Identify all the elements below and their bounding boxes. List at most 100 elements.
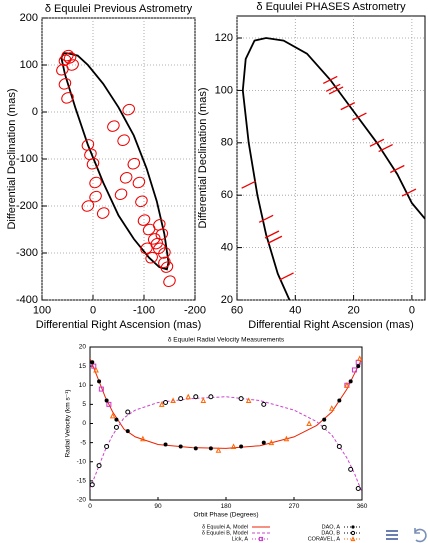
- data-point: [170, 397, 176, 404]
- data-point: [93, 366, 99, 373]
- data-point: [350, 536, 356, 542]
- observation: [153, 219, 166, 231]
- data-point: [158, 401, 165, 407]
- y-tick-label: 20: [79, 344, 87, 351]
- legend-label: δ Equulei A, Model: [202, 524, 248, 530]
- y-axis-label: Radial Velocity (km s⁻¹): [65, 389, 72, 457]
- observation: [328, 86, 344, 95]
- y-axis-label: Differential Declination (mas): [197, 87, 209, 228]
- observation: [63, 52, 77, 64]
- x-tick-label: 20: [347, 304, 359, 316]
- observation: [122, 103, 135, 116]
- x-tick-label: 360: [357, 503, 368, 510]
- observation: [119, 172, 133, 184]
- chart-title: δ Equulei Previous Astrometry: [45, 3, 193, 15]
- observation: [158, 256, 171, 269]
- x-tick-label: -100: [133, 304, 155, 316]
- y-tick-label: -300: [16, 247, 38, 259]
- plot-frame: [89, 346, 363, 501]
- y-tick-label: 0: [32, 106, 38, 118]
- data-point: [178, 396, 184, 402]
- x-axis-label: Differential Right Ascension (mas): [248, 319, 413, 331]
- data-point: [238, 396, 244, 402]
- observation: [258, 214, 274, 223]
- data-point: [245, 397, 252, 404]
- legend-label: DAO, A: [322, 524, 341, 530]
- undo-icon[interactable]: [414, 528, 427, 543]
- observation: [96, 207, 110, 219]
- y-tick-label: 60: [221, 189, 233, 201]
- data-point: [328, 405, 335, 411]
- data-point: [356, 364, 361, 369]
- x-axis-label: Differential Right Ascension (mas): [36, 319, 201, 331]
- y-tick-label: 20: [221, 294, 233, 306]
- menu-icon[interactable]: [386, 530, 398, 540]
- data-point: [178, 444, 183, 449]
- data-point: [344, 382, 350, 388]
- x-tick-label: -200: [184, 304, 206, 316]
- observation: [66, 59, 79, 71]
- observation: [56, 63, 69, 76]
- data-point: [185, 393, 192, 400]
- observation: [140, 242, 153, 255]
- observation: [150, 237, 164, 250]
- observation: [340, 102, 356, 111]
- y-tick-label: 100: [215, 84, 233, 96]
- data-point: [113, 424, 119, 430]
- data-point: [336, 443, 342, 449]
- observation: [401, 188, 417, 197]
- observation: [369, 138, 385, 147]
- y-tick-label: 10: [79, 382, 87, 389]
- y-tick-label: 80: [221, 137, 233, 149]
- observation: [89, 176, 102, 189]
- x-tick-label: 100: [33, 304, 51, 316]
- data-point: [258, 536, 264, 542]
- x-tick-label: 40: [289, 304, 301, 316]
- data-point: [261, 401, 267, 407]
- plot-area: [90, 355, 362, 493]
- data-point: [283, 435, 290, 442]
- chart-title: δ Equulei Radial Velocity Measurements: [168, 337, 285, 344]
- orbit-curve: [60, 52, 170, 271]
- y-tick-label: 40: [221, 242, 233, 254]
- data-point: [348, 466, 354, 472]
- x-tick-label: 270: [289, 503, 300, 510]
- panel: δ Equulei Previous Astrometry 100 0 -100 -20…: [6, 3, 206, 331]
- data-point: [163, 442, 168, 447]
- observation: [61, 92, 74, 104]
- observation: [147, 233, 161, 245]
- data-point: [208, 446, 213, 451]
- data-point: [91, 363, 97, 369]
- observation: [267, 235, 283, 244]
- y-tick-label: -10: [77, 458, 87, 465]
- data-point: [208, 394, 214, 400]
- data-point: [90, 482, 95, 488]
- observation: [86, 157, 100, 170]
- y-tick-label: -5: [80, 439, 86, 446]
- data-point: [96, 463, 102, 469]
- observation: [89, 190, 102, 203]
- data-point: [261, 440, 266, 445]
- data-point: [321, 424, 327, 430]
- data-point: [348, 379, 353, 384]
- x-tick-label: 0: [88, 503, 92, 510]
- observation: [160, 261, 174, 273]
- observation: [117, 134, 130, 146]
- data-point: [104, 443, 110, 449]
- observation: [279, 272, 294, 281]
- y-axis-label: Differential Declination (mas): [6, 88, 18, 229]
- legend-label: DAO, B: [321, 530, 340, 536]
- observation: [145, 251, 158, 264]
- data-point: [355, 486, 361, 492]
- data-point: [98, 386, 104, 392]
- data-point: [140, 435, 146, 442]
- observation: [132, 176, 146, 189]
- panel: δ Equulei Radial Velocity Measurements 0 9…: [65, 337, 368, 543]
- observation: [142, 223, 156, 236]
- data-point: [337, 398, 342, 403]
- x-axis-label: Orbit Phase (Degrees): [193, 512, 258, 519]
- y-tick-label: 100: [20, 59, 38, 71]
- y-tick-label: 120: [215, 32, 233, 44]
- data-point: [306, 420, 312, 426]
